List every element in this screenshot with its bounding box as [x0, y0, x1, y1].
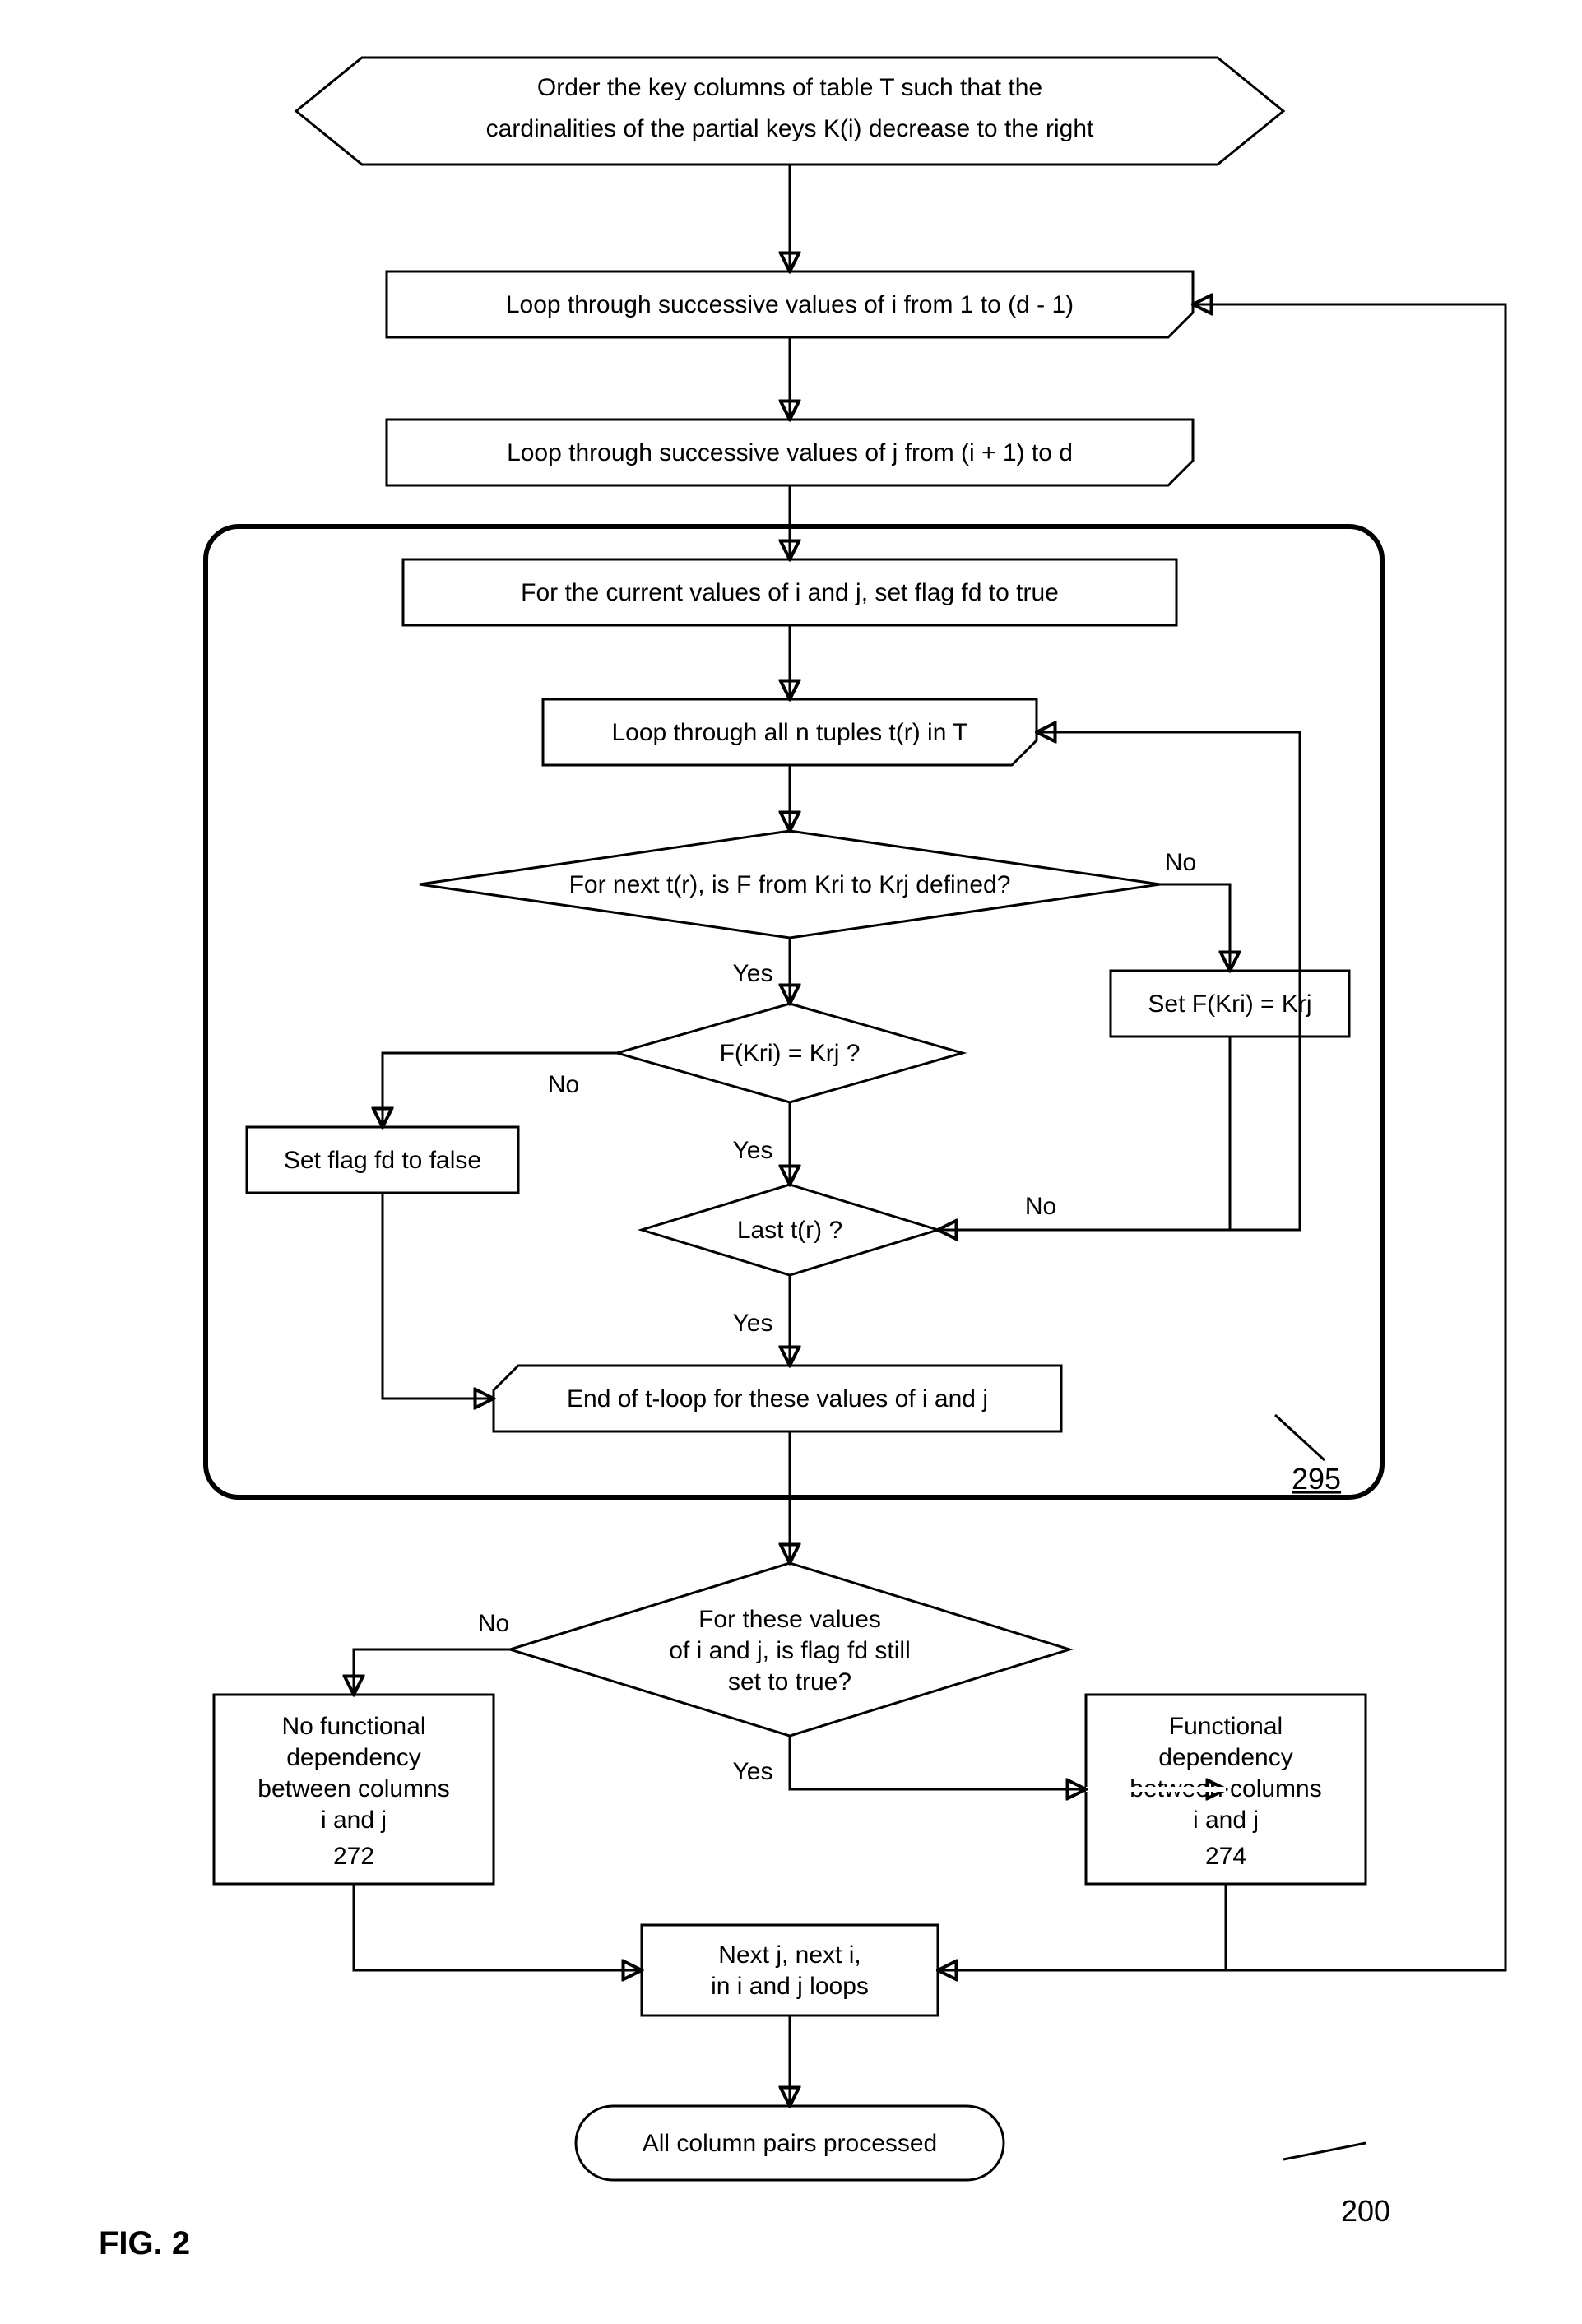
- node-start: Order the key columns of table T such th…: [296, 58, 1283, 165]
- node-dec-fd-true-l2: of i and j, is flag fd still: [669, 1637, 910, 1664]
- edge-setfdfalse-endtloop: [383, 1193, 494, 1399]
- node-start-line2: cardinalities of the partial keys K(i) d…: [486, 115, 1094, 142]
- node-terminator: All column pairs processed: [576, 2106, 1004, 2180]
- node-yes-fd-l2: dependency: [1158, 1744, 1292, 1771]
- node-next-ij-l2: in i and j loops: [711, 1973, 869, 2000]
- node-yes-fd-l4: i and j: [1193, 1807, 1259, 1834]
- node-loop-t: Loop through all n tuples t(r) in T: [543, 699, 1037, 765]
- node-set-f-text: Set F(Kri) = Krj: [1148, 990, 1311, 1018]
- edge-decfd-no: [354, 1649, 510, 1695]
- label-dec-equal-no: No: [548, 1071, 579, 1098]
- node-next-ij: Next j, next i, in i and j loops: [642, 1925, 938, 2016]
- node-no-fd-l1: No functional: [281, 1713, 425, 1740]
- node-dec-equal: F(Kri) = Krj ?: [617, 1004, 963, 1102]
- label-dec-defined-no: No: [1165, 849, 1196, 876]
- node-no-fd-l4: i and j: [321, 1807, 387, 1834]
- node-set-fd-true-text: For the current values of i and j, set f…: [521, 579, 1059, 606]
- node-end-tloop-text: End of t-loop for these values of i and …: [567, 1385, 988, 1412]
- label-dec-last-no: No: [1025, 1193, 1056, 1220]
- node-dec-defined-text: For next t(r), is F from Kri to Krj defi…: [569, 871, 1011, 898]
- node-no-fd-l2: dependency: [286, 1744, 420, 1771]
- node-set-f: Set F(Kri) = Krj: [1111, 971, 1349, 1037]
- node-set-fd-false-text: Set flag fd to false: [284, 1147, 481, 1174]
- edge-setf-declast: [938, 1037, 1230, 1230]
- node-loop-j-text: Loop through successive values of j from…: [507, 439, 1073, 466]
- node-yes-fd-ref: 274: [1205, 1843, 1246, 1870]
- node-no-fd-ref: 272: [333, 1843, 374, 1870]
- edge-nofd-nextij: [354, 1884, 642, 1970]
- node-dec-fd-true-l1: For these values: [698, 1606, 881, 1633]
- ref-200: 200: [1341, 2194, 1390, 2228]
- label-dec-fd-yes: Yes: [733, 1758, 773, 1785]
- edge-decfd-yes-2: [790, 1736, 1086, 1789]
- node-yes-fd-l1: Functional: [1169, 1713, 1283, 1740]
- node-loop-j: Loop through successive values of j from…: [387, 420, 1193, 485]
- node-dec-equal-text: F(Kri) = Krj ?: [720, 1040, 861, 1067]
- label-dec-defined-yes: Yes: [733, 960, 773, 987]
- node-dec-fd-true: For these values of i and j, is flag fd …: [510, 1563, 1069, 1736]
- ref-pointer-200-line: [1283, 2143, 1366, 2159]
- ref-pointer-295-line: [1275, 1415, 1325, 1460]
- flowchart-canvas: Order the key columns of table T such th…: [0, 0, 1582, 2324]
- node-end-tloop: End of t-loop for these values of i and …: [494, 1366, 1061, 1431]
- node-set-fd-false: Set flag fd to false: [247, 1127, 518, 1193]
- edge-yesfd-nextij: [938, 1884, 1226, 1970]
- node-loop-t-text: Loop through all n tuples t(r) in T: [611, 719, 967, 746]
- edge-decdefined-no: [1160, 884, 1230, 971]
- label-dec-fd-no: No: [478, 1610, 509, 1637]
- node-loop-i: Loop through successive values of i from…: [387, 271, 1193, 337]
- node-dec-fd-true-l3: set to true?: [728, 1668, 851, 1695]
- label-dec-equal-yes: Yes: [733, 1137, 773, 1164]
- label-dec-last-yes: Yes: [733, 1310, 773, 1337]
- ref-295: 295: [1292, 1462, 1341, 1496]
- node-terminator-text: All column pairs processed: [643, 2130, 938, 2157]
- node-no-fd-l3: between columns: [257, 1775, 449, 1802]
- node-dec-defined: For next t(r), is F from Kri to Krj defi…: [420, 831, 1160, 938]
- node-no-fd: No functional dependency between columns…: [214, 1695, 494, 1884]
- node-dec-last-text: Last t(r) ?: [737, 1217, 842, 1244]
- edge-decequal-no: [383, 1053, 617, 1127]
- node-dec-last: Last t(r) ?: [642, 1185, 938, 1275]
- node-start-line1: Order the key columns of table T such th…: [537, 74, 1042, 101]
- node-set-fd-true: For the current values of i and j, set f…: [403, 559, 1176, 625]
- node-loop-i-text: Loop through successive values of i from…: [506, 291, 1074, 318]
- figure-label: FIG. 2: [99, 2225, 190, 2261]
- node-next-ij-l1: Next j, next i,: [718, 1941, 861, 1969]
